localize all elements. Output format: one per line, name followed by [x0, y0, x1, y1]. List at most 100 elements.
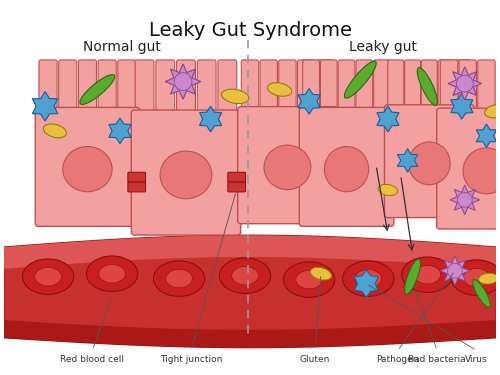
Text: Tight junction: Tight junction — [160, 356, 222, 364]
Text: Red blood cell: Red blood cell — [60, 356, 124, 364]
Ellipse shape — [414, 266, 440, 284]
Polygon shape — [4, 320, 496, 348]
Ellipse shape — [264, 145, 311, 190]
FancyBboxPatch shape — [260, 60, 278, 132]
FancyBboxPatch shape — [128, 172, 146, 182]
Ellipse shape — [174, 73, 192, 90]
FancyBboxPatch shape — [132, 110, 240, 235]
FancyBboxPatch shape — [436, 108, 500, 229]
Ellipse shape — [80, 75, 114, 104]
Text: Virus: Virus — [466, 356, 488, 364]
Ellipse shape — [448, 263, 462, 278]
Ellipse shape — [473, 280, 490, 307]
Polygon shape — [448, 67, 482, 100]
Ellipse shape — [418, 68, 438, 105]
FancyBboxPatch shape — [302, 60, 320, 133]
FancyBboxPatch shape — [459, 60, 476, 134]
Polygon shape — [440, 256, 470, 285]
Ellipse shape — [456, 75, 473, 92]
Ellipse shape — [342, 261, 394, 296]
Polygon shape — [4, 235, 496, 348]
Ellipse shape — [404, 259, 420, 294]
Text: Pathogen: Pathogen — [376, 356, 419, 364]
Ellipse shape — [154, 261, 204, 296]
Ellipse shape — [310, 267, 332, 280]
FancyBboxPatch shape — [118, 60, 136, 133]
Polygon shape — [200, 106, 222, 132]
FancyBboxPatch shape — [438, 60, 454, 129]
Ellipse shape — [222, 89, 249, 104]
Ellipse shape — [99, 264, 126, 283]
FancyBboxPatch shape — [228, 172, 246, 182]
Ellipse shape — [344, 61, 376, 98]
Ellipse shape — [284, 262, 335, 297]
Text: Leaky Gut Syndrome: Leaky Gut Syndrome — [148, 21, 352, 39]
Ellipse shape — [463, 148, 500, 194]
Text: Leaky gut: Leaky gut — [349, 40, 417, 54]
FancyBboxPatch shape — [242, 60, 258, 132]
Polygon shape — [354, 270, 378, 297]
Ellipse shape — [324, 147, 368, 192]
FancyBboxPatch shape — [320, 60, 337, 133]
Ellipse shape — [478, 273, 498, 284]
FancyBboxPatch shape — [300, 107, 394, 226]
FancyBboxPatch shape — [356, 60, 372, 133]
FancyBboxPatch shape — [78, 60, 96, 133]
Ellipse shape — [402, 257, 453, 292]
FancyBboxPatch shape — [316, 60, 334, 132]
Polygon shape — [4, 235, 496, 269]
FancyBboxPatch shape — [156, 60, 174, 137]
FancyBboxPatch shape — [388, 60, 404, 129]
Polygon shape — [166, 64, 200, 99]
Ellipse shape — [464, 268, 490, 287]
FancyBboxPatch shape — [384, 105, 474, 218]
FancyBboxPatch shape — [39, 60, 57, 133]
FancyBboxPatch shape — [298, 60, 315, 132]
Ellipse shape — [355, 269, 382, 288]
Text: Bad bacteria: Bad bacteria — [408, 356, 466, 364]
FancyBboxPatch shape — [238, 106, 337, 224]
Ellipse shape — [451, 260, 500, 296]
FancyBboxPatch shape — [197, 60, 216, 137]
FancyBboxPatch shape — [228, 182, 246, 192]
FancyBboxPatch shape — [455, 60, 471, 129]
FancyBboxPatch shape — [218, 60, 237, 137]
Ellipse shape — [408, 142, 450, 185]
Ellipse shape — [63, 147, 112, 192]
Polygon shape — [32, 92, 58, 121]
Text: Normal gut: Normal gut — [83, 40, 161, 54]
Ellipse shape — [44, 124, 66, 138]
FancyBboxPatch shape — [278, 60, 296, 132]
FancyBboxPatch shape — [374, 60, 390, 133]
FancyBboxPatch shape — [58, 60, 77, 133]
Ellipse shape — [458, 192, 472, 207]
FancyBboxPatch shape — [98, 60, 116, 133]
Ellipse shape — [232, 267, 258, 285]
FancyBboxPatch shape — [496, 60, 500, 134]
Polygon shape — [298, 88, 320, 114]
FancyBboxPatch shape — [35, 107, 140, 226]
FancyBboxPatch shape — [478, 60, 495, 134]
FancyBboxPatch shape — [128, 182, 146, 192]
Ellipse shape — [220, 258, 270, 293]
FancyBboxPatch shape — [422, 60, 438, 129]
Polygon shape — [450, 93, 473, 119]
Ellipse shape — [160, 151, 212, 199]
Ellipse shape — [296, 270, 322, 289]
FancyBboxPatch shape — [176, 60, 196, 137]
Ellipse shape — [378, 184, 398, 196]
Polygon shape — [398, 148, 418, 172]
Polygon shape — [377, 106, 399, 132]
Polygon shape — [109, 118, 131, 144]
Text: Gluten: Gluten — [300, 356, 330, 364]
FancyBboxPatch shape — [338, 60, 355, 133]
Ellipse shape — [34, 267, 62, 286]
Ellipse shape — [484, 105, 500, 118]
FancyBboxPatch shape — [404, 60, 420, 129]
Polygon shape — [476, 124, 496, 148]
Ellipse shape — [22, 259, 74, 294]
Polygon shape — [450, 185, 480, 214]
Ellipse shape — [86, 256, 138, 291]
Ellipse shape — [166, 269, 192, 288]
FancyBboxPatch shape — [440, 60, 458, 134]
